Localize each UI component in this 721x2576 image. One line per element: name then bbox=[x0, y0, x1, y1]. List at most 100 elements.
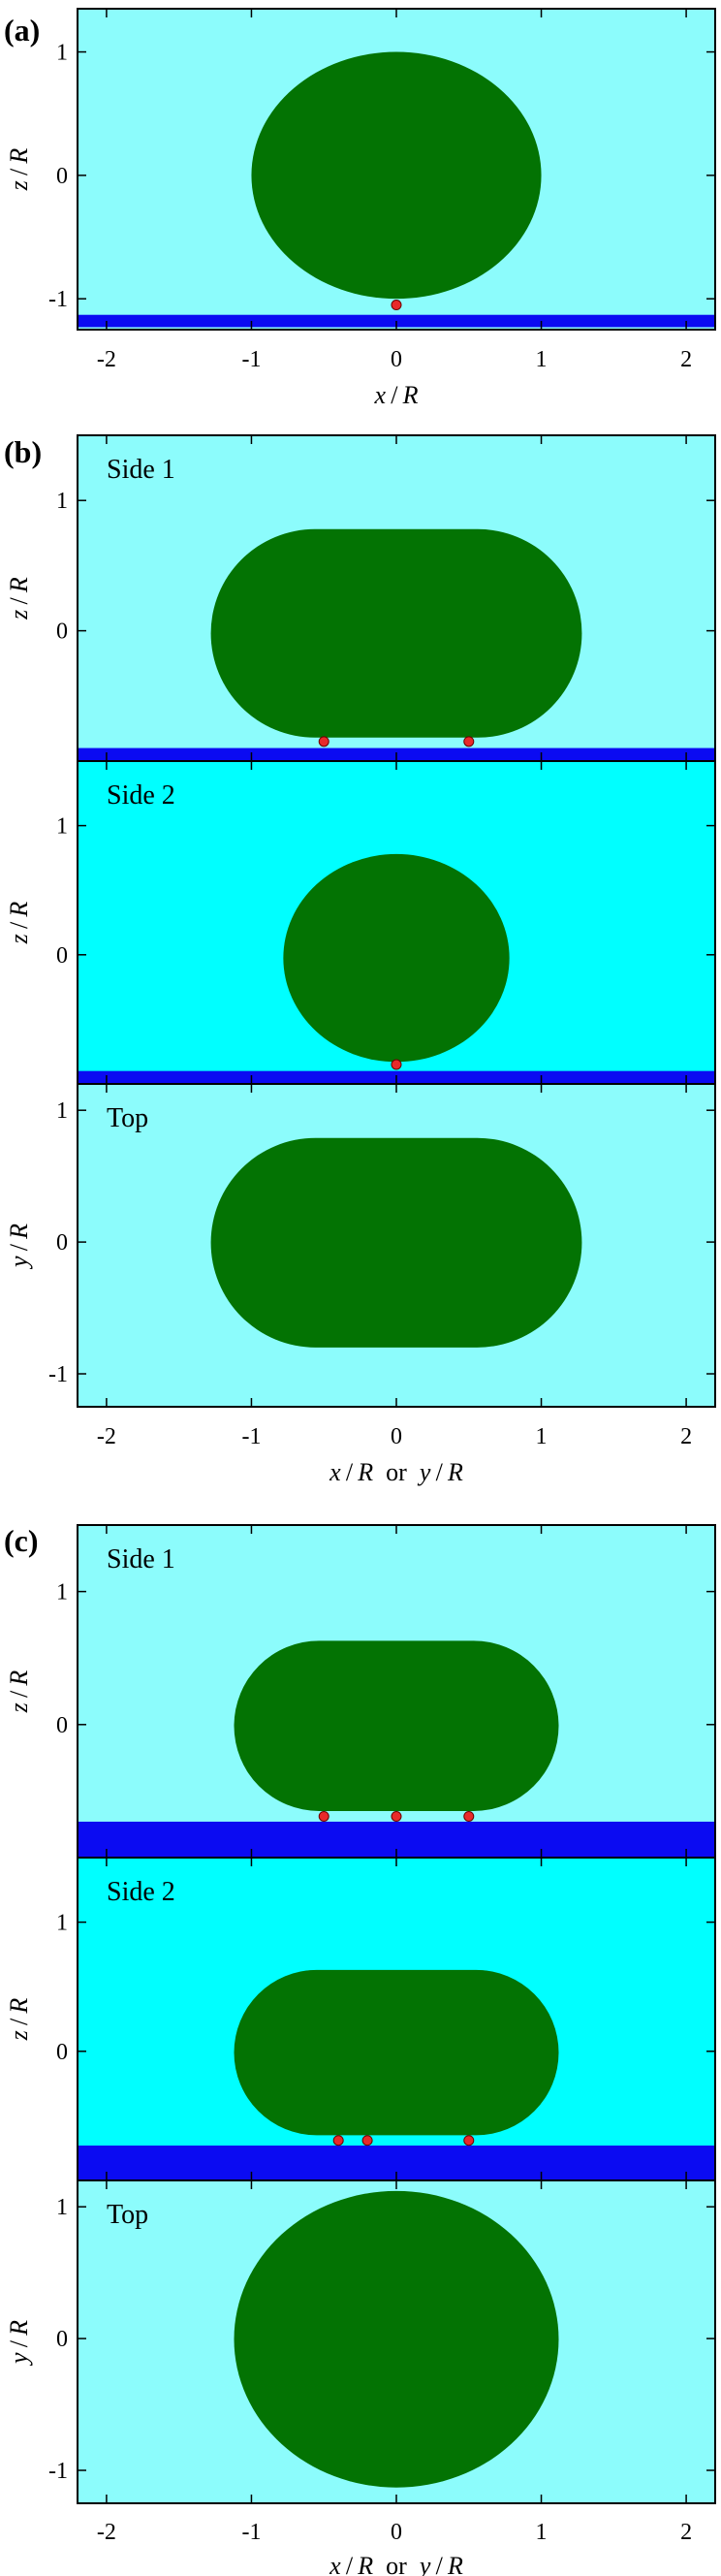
x-axis-title: x / R or y / R bbox=[329, 1458, 463, 1486]
y-tick-label: 0 bbox=[56, 2040, 68, 2065]
x-axis-title-space bbox=[407, 2552, 420, 2576]
y-axis-title-unit: R bbox=[5, 902, 33, 918]
y-axis-title-slash: / bbox=[5, 1239, 33, 1256]
x-axis-title-space bbox=[407, 1458, 420, 1486]
x-axis-title-unit: R bbox=[357, 1458, 373, 1486]
contact-point bbox=[463, 2135, 475, 2147]
x-axis-title: x / R bbox=[373, 381, 418, 409]
x-axis-title-slash: / bbox=[430, 2552, 448, 2576]
y-axis-title-unit: R bbox=[5, 1670, 33, 1687]
y-tick-label: 1 bbox=[56, 489, 68, 514]
y-tick-label: 0 bbox=[56, 1230, 68, 1256]
subplot-label: Side 2 bbox=[107, 1877, 175, 1907]
panel-b: (b) 0 1 z / R Side 1 0 1 z / R Side 2 -1 0 1 y / R To… bbox=[4, 434, 716, 1486]
y-tick-label: 1 bbox=[56, 1580, 68, 1606]
x-tick-label: 2 bbox=[680, 347, 692, 372]
particle-shape bbox=[210, 1137, 582, 1348]
x-tick-label: -2 bbox=[97, 1424, 116, 1449]
x-tick-label: -1 bbox=[241, 2520, 261, 2545]
y-axis-title: z / R bbox=[5, 148, 33, 192]
contact-point bbox=[361, 2135, 373, 2147]
y-axis-title-slash: / bbox=[5, 164, 33, 181]
x-tick-label: -1 bbox=[241, 1424, 261, 1449]
y-tick-label: 1 bbox=[56, 1098, 68, 1124]
x-axis-title-or: or bbox=[386, 1458, 407, 1486]
y-axis-title: z / R bbox=[5, 1998, 33, 2042]
y-axis-title-slash: / bbox=[5, 917, 33, 935]
y-tick-label: -1 bbox=[48, 287, 68, 312]
particle-shape bbox=[234, 1640, 559, 1811]
particle-shape bbox=[234, 1969, 559, 2136]
subplot-label: Side 1 bbox=[107, 1544, 175, 1574]
contact-point bbox=[318, 736, 329, 747]
x-tick-label: 1 bbox=[536, 1424, 548, 1449]
contact-point bbox=[391, 1059, 402, 1070]
subplot: -1 0 1 z / R bbox=[5, 8, 716, 331]
subplot-label: Side 2 bbox=[107, 780, 175, 811]
x-axis-title-or: or bbox=[386, 2552, 407, 2576]
y-axis-title-slash: / bbox=[5, 2336, 33, 2353]
panel-letter: (b) bbox=[4, 434, 42, 469]
subplot: -1 0 1 y / R Top bbox=[5, 1083, 716, 1408]
y-axis-title: y / R bbox=[5, 1224, 33, 1270]
y-axis-title-unit: R bbox=[5, 577, 33, 593]
subplot: 0 1 z / R Side 2 bbox=[5, 1857, 716, 2181]
particle-shape bbox=[283, 853, 510, 1063]
y-axis-title-unit: R bbox=[5, 1998, 33, 2015]
y-tick-label: 0 bbox=[56, 943, 68, 969]
x-axis-title-alt-var: y bbox=[417, 2552, 431, 2576]
contact-point bbox=[391, 1810, 402, 1822]
y-axis-title-var: z bbox=[5, 2030, 33, 2041]
x-axis-title: x / R or y / R bbox=[329, 2552, 463, 2576]
y-axis-title: z / R bbox=[5, 577, 33, 620]
subplot: 0 1 z / R Side 2 bbox=[5, 760, 716, 1085]
x-tick-label: 2 bbox=[680, 2520, 692, 2545]
y-tick-label: 0 bbox=[56, 1713, 68, 1738]
x-tick-label: 0 bbox=[391, 2520, 402, 2545]
contact-point bbox=[318, 1810, 329, 1822]
x-axis-title-var: x bbox=[329, 1458, 341, 1486]
y-axis-title: z / R bbox=[5, 902, 33, 945]
particle-shape bbox=[251, 51, 542, 300]
panel-letter: (a) bbox=[4, 13, 40, 48]
y-axis-title-slash: / bbox=[5, 2014, 33, 2031]
contact-point bbox=[391, 300, 402, 311]
y-tick-label: 0 bbox=[56, 620, 68, 645]
y-axis-title: z / R bbox=[5, 1670, 33, 1714]
contact-point bbox=[463, 736, 475, 747]
x-axis-title-space bbox=[373, 1458, 386, 1486]
y-axis-title-var: y bbox=[5, 2352, 33, 2367]
contact-point bbox=[463, 1810, 475, 1822]
x-axis-title-space bbox=[373, 2552, 386, 2576]
subplot: -1 0 1 y / R Top bbox=[5, 2179, 716, 2504]
x-tick-label: 1 bbox=[536, 2520, 548, 2545]
x-axis-title-var: x bbox=[329, 2552, 341, 2576]
y-tick-label: 1 bbox=[56, 1911, 68, 1936]
x-tick-label: 2 bbox=[680, 1424, 692, 1449]
y-tick-label: 1 bbox=[56, 2195, 68, 2220]
y-axis-title-var: z bbox=[5, 1702, 33, 1713]
x-axis-title-alt-unit: R bbox=[447, 1458, 463, 1486]
subplot: 0 1 z / R Side 1 bbox=[5, 434, 716, 762]
y-tick-label: 0 bbox=[56, 2327, 68, 2352]
y-axis-title-unit: R bbox=[5, 1224, 33, 1240]
y-axis-title-var: z bbox=[5, 934, 33, 944]
y-tick-label: 0 bbox=[56, 164, 68, 189]
subplot-label: Top bbox=[107, 2200, 148, 2230]
subplot: 0 1 z / R Side 1 bbox=[5, 1524, 716, 1859]
x-axis-title-alt-unit: R bbox=[447, 2552, 463, 2576]
x-tick-label: 0 bbox=[391, 1424, 402, 1449]
y-tick-label: 1 bbox=[56, 41, 68, 66]
subplot-label: Side 1 bbox=[107, 455, 175, 485]
x-tick-label: 0 bbox=[391, 347, 402, 372]
x-tick-label: -2 bbox=[97, 2520, 116, 2545]
particle-shape bbox=[234, 2190, 559, 2488]
x-axis-title-slash: / bbox=[341, 2552, 359, 2576]
panel-letter: (c) bbox=[4, 1523, 39, 1558]
y-axis-title-var: y bbox=[5, 1256, 33, 1270]
x-axis-title-unit: R bbox=[357, 2552, 373, 2576]
panel-c: (c) 0 1 z / R Side 1 0 1 z / R Side 2 -1 0 1 y / R To… bbox=[4, 1523, 716, 2576]
x-axis-title-alt-var: y bbox=[417, 1458, 431, 1486]
x-axis-title-slash: / bbox=[341, 1458, 359, 1486]
